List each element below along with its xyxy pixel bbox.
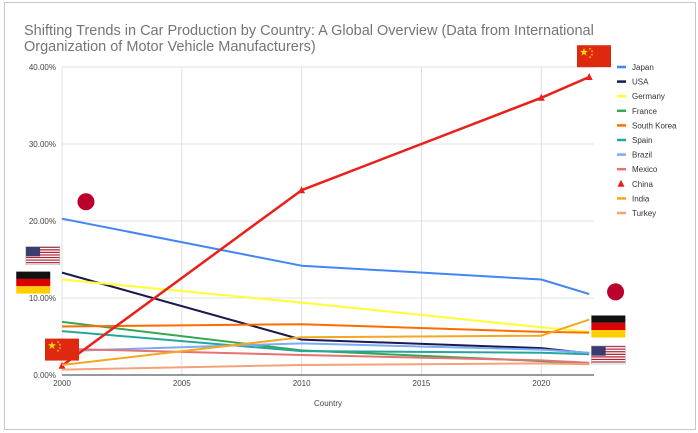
flag-band xyxy=(591,315,626,323)
x-tick-label: 2005 xyxy=(173,379,191,388)
flag-stripe xyxy=(591,352,626,354)
legend-label-india: India xyxy=(632,194,650,203)
japan-disc xyxy=(77,193,95,211)
flag-stripe xyxy=(25,247,60,250)
legend-label-usa: USA xyxy=(632,78,649,87)
x-tick-label: 2015 xyxy=(413,379,431,388)
japan-flag-icon xyxy=(607,283,625,301)
x-tick-label: 2000 xyxy=(53,379,71,388)
legend-label-brazil: Brazil xyxy=(632,151,652,160)
legend-label-spain: Spain xyxy=(632,136,652,145)
flag-stripe xyxy=(591,353,626,355)
flag-star xyxy=(48,341,56,349)
series-line-turkey xyxy=(61,362,590,371)
usa-flag-icon xyxy=(25,246,61,265)
flag-stripe xyxy=(25,259,60,261)
flag-stripe xyxy=(25,246,60,248)
data-point-china xyxy=(298,186,306,194)
x-tick-label: 2020 xyxy=(532,379,550,388)
flag-stripe xyxy=(25,249,60,251)
flag-field xyxy=(577,45,611,68)
flag-band xyxy=(591,322,626,331)
china-flag-icon xyxy=(45,338,79,361)
japan-flag-icon xyxy=(77,193,95,211)
flag-field xyxy=(45,338,79,361)
legend-label-france: France xyxy=(632,107,657,116)
flag-star xyxy=(590,53,594,56)
data-point-china xyxy=(537,93,545,101)
y-tick-label: 10.00% xyxy=(29,294,56,303)
flag-stripe xyxy=(25,258,60,260)
flag-stripe xyxy=(591,358,626,361)
flag-star xyxy=(588,55,592,59)
flag-star xyxy=(56,340,60,344)
flag-band xyxy=(16,278,51,287)
flag-stripe xyxy=(591,349,626,352)
x-axis-title: Country xyxy=(314,399,342,408)
flag-stripe xyxy=(591,357,626,359)
data-point-china xyxy=(585,73,593,81)
germany-flag-icon xyxy=(16,271,51,294)
y-tick-label: 20.00% xyxy=(29,217,56,226)
flag-stripe xyxy=(591,356,626,358)
flag-stripe xyxy=(25,251,60,254)
flag-stripe xyxy=(591,360,626,362)
flag-canton xyxy=(25,246,41,257)
series-line-brazil xyxy=(61,342,590,354)
flag-canton xyxy=(591,345,606,356)
chart-title: Shifting Trends in Car Production by Cou… xyxy=(24,23,594,55)
flag-stripe xyxy=(591,354,626,357)
y-tick-label: 40.00% xyxy=(29,63,56,72)
flag-band xyxy=(591,330,626,338)
flag-stripe xyxy=(25,256,60,259)
series-line-china xyxy=(61,75,590,367)
legend-label-germany: Germany xyxy=(632,92,665,101)
flag-stripe xyxy=(591,347,626,349)
flag-stripe xyxy=(591,362,626,364)
flag-stripe xyxy=(25,255,60,257)
legend-label-south-korea: South Korea xyxy=(632,121,677,130)
flag-stripe xyxy=(25,262,60,264)
germany-flag-icon xyxy=(591,315,626,338)
series-line-usa xyxy=(61,271,590,355)
china-flag-icon xyxy=(577,45,611,68)
flag-stripe xyxy=(25,263,60,265)
flag-stripe xyxy=(591,348,626,350)
series-line-germany xyxy=(61,278,590,333)
legend-swatch-china xyxy=(617,179,625,187)
legend-label-turkey: Turkey xyxy=(632,209,656,218)
legend-label-japan: Japan xyxy=(632,63,654,72)
series-line-france xyxy=(61,320,590,365)
series-line-japan xyxy=(61,217,590,296)
flag-stripe xyxy=(591,361,626,363)
flag-stripe xyxy=(25,254,60,256)
flag-star xyxy=(588,47,592,50)
legend-label-mexico: Mexico xyxy=(632,165,658,174)
series-line-india xyxy=(61,318,590,366)
flag-stripe xyxy=(25,253,60,255)
legend-label-china: China xyxy=(632,180,653,189)
flag-band xyxy=(16,286,51,294)
flag-star xyxy=(580,48,588,56)
x-tick-label: 2010 xyxy=(293,379,311,388)
y-tick-label: 0.00% xyxy=(33,371,56,380)
y-tick-label: 30.00% xyxy=(29,140,56,149)
series-line-south-korea xyxy=(61,323,590,334)
flag-stripe xyxy=(591,351,626,353)
flag-border xyxy=(25,246,61,265)
flag-star xyxy=(56,349,60,352)
data-point-china xyxy=(58,361,66,369)
flag-band xyxy=(16,271,51,279)
flag-star xyxy=(58,346,62,350)
flag-stripe xyxy=(591,345,626,348)
usa-flag-icon xyxy=(591,345,626,365)
flag-stripe xyxy=(25,250,60,252)
flag-star xyxy=(590,49,594,53)
japan-disc xyxy=(607,283,625,301)
flag-stripe xyxy=(25,260,60,263)
series-line-spain xyxy=(61,330,590,356)
flag-star xyxy=(58,343,62,346)
flag-border xyxy=(591,345,626,365)
